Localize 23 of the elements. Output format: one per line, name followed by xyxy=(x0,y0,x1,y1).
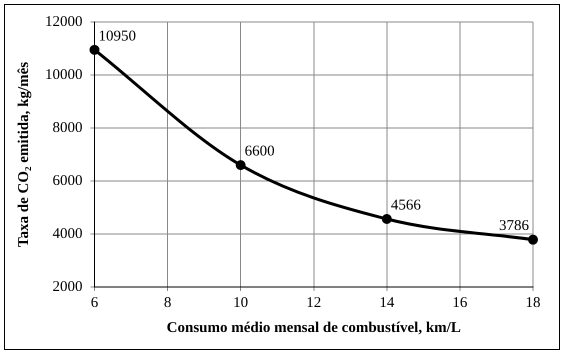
y-tick-label: 2000 xyxy=(52,278,82,295)
y-tick-label: 12000 xyxy=(45,14,82,30)
x-tick-label: 12 xyxy=(306,294,322,311)
x-tick-label: 14 xyxy=(379,294,395,311)
point xyxy=(236,160,246,170)
point xyxy=(90,44,100,55)
x-tick-label: 10 xyxy=(233,294,248,311)
data-label: 6600 xyxy=(244,144,275,160)
data-label: 10950 xyxy=(98,28,136,44)
data-label: 3786 xyxy=(499,218,530,234)
x-tick-label: 8 xyxy=(164,294,172,311)
y-axis-title: Taxa de CO₂ emitida, kg/mês xyxy=(16,62,32,248)
y-tick-label: 6000 xyxy=(52,172,82,189)
y-tick-label: 8000 xyxy=(52,120,82,136)
data-label: 4566 xyxy=(390,197,422,214)
x-axis-title: Consumo médio mensal de combustível, km/L xyxy=(166,320,461,336)
y-tick-label: 4000 xyxy=(52,226,82,242)
x-tick-label: 16 xyxy=(452,294,468,311)
y-tick-label: 10000 xyxy=(45,66,82,83)
x-tick-label: 6 xyxy=(90,294,99,311)
x-tick-label: 18 xyxy=(526,294,540,311)
point xyxy=(382,214,392,224)
point xyxy=(528,234,538,245)
